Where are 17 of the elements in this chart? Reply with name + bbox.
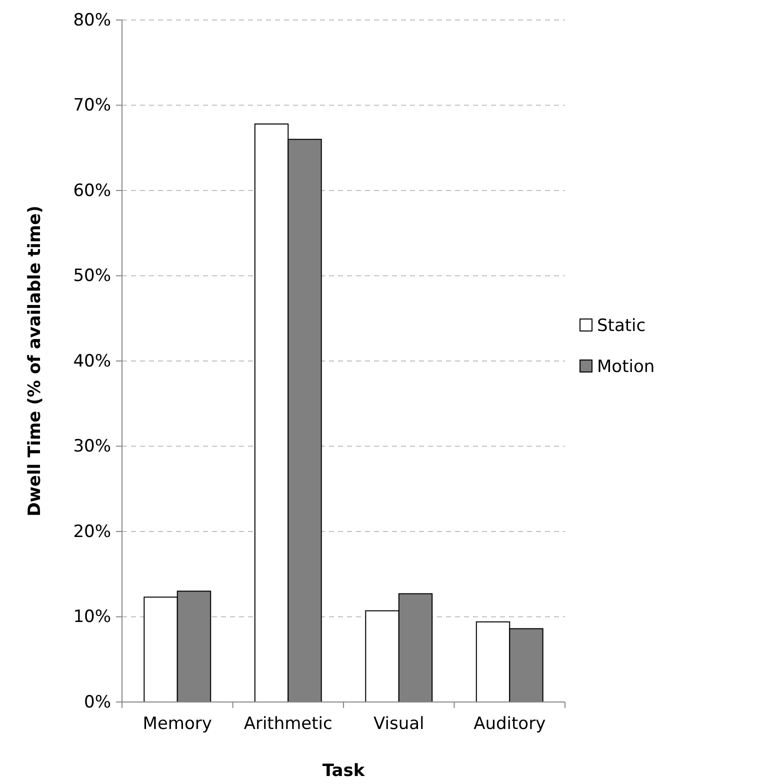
x-tick-label: Auditory — [474, 714, 546, 734]
y-tick-label: 0% — [84, 692, 111, 712]
y-tick-label: 70% — [73, 96, 111, 116]
legend-label: Motion — [597, 357, 655, 377]
x-tick-label: Visual — [373, 714, 424, 734]
x-axis-title: Task — [322, 761, 366, 781]
y-tick-label: 60% — [73, 180, 111, 201]
y-tick-label: 80% — [73, 10, 111, 30]
x-tick-label: Arithmetic — [244, 714, 332, 734]
legend-label: Static — [597, 316, 646, 336]
y-tick-label: 20% — [73, 522, 111, 542]
y-axis-title: Dwell Time (% of available time) — [25, 206, 45, 516]
y-tick-label: 30% — [73, 436, 111, 457]
y-tick-label: 50% — [73, 266, 111, 286]
x-tick-label: Memory — [142, 714, 212, 734]
y-tick-label: 10% — [73, 607, 111, 628]
y-tick-label: 40% — [73, 351, 111, 372]
